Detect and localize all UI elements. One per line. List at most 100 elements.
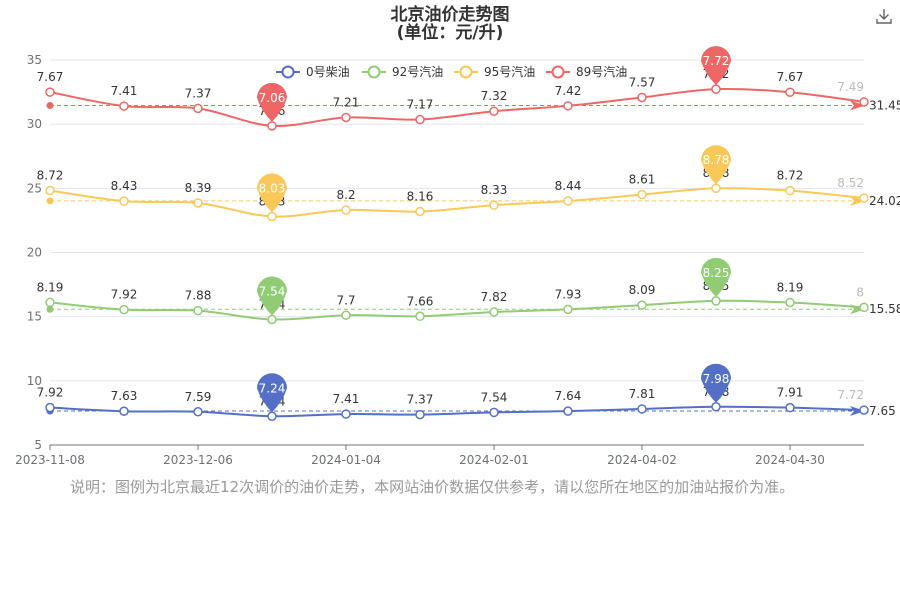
average-arrow xyxy=(850,195,865,206)
pin-label: 7.54 xyxy=(259,284,286,298)
data-point xyxy=(193,305,203,316)
data-point xyxy=(341,112,351,123)
pin-marker xyxy=(257,173,287,213)
footer-note: 说明：图例为北京最近12次调价的油价走势，本网站油价数据仅供参考，请以您所在地区… xyxy=(70,478,795,496)
data-label: 7.59 xyxy=(185,390,212,404)
data-label: 7.88 xyxy=(185,289,212,303)
data-point xyxy=(489,106,499,116)
legend-item[interactable]: 95号汽油 xyxy=(454,64,535,79)
data-point xyxy=(267,121,277,131)
legend-item[interactable]: 89号汽油 xyxy=(546,64,627,79)
data-label: 8.39 xyxy=(185,181,212,195)
legend-symbol xyxy=(367,65,381,79)
data-label: 7.93 xyxy=(555,287,582,301)
average-start-dot xyxy=(46,305,54,313)
data-label: 7.49 xyxy=(837,80,864,94)
min-marker: 8.03 xyxy=(257,173,287,213)
y-tick-label: 20 xyxy=(27,246,42,260)
data-label: 8.19 xyxy=(37,280,64,294)
data-point xyxy=(415,114,425,125)
x-tick-label: 2024-04-30 xyxy=(755,453,825,467)
pin-marker xyxy=(701,145,731,185)
data-point xyxy=(637,92,647,103)
y-tick-label: 35 xyxy=(27,53,42,67)
data-label: 7.91 xyxy=(777,386,804,400)
data-label: 7.54 xyxy=(481,390,508,404)
data-point xyxy=(489,200,499,210)
data-point xyxy=(267,314,277,325)
data-label: 7.57 xyxy=(629,75,656,89)
data-point xyxy=(119,304,129,315)
data-label: 8.33 xyxy=(481,183,508,197)
download-icon[interactable] xyxy=(874,6,894,26)
pin-label: 7.72 xyxy=(703,54,730,68)
legend-symbol xyxy=(459,65,473,79)
data-label: 8.52 xyxy=(837,176,864,190)
pin-marker xyxy=(257,276,287,316)
data-label: 7.7 xyxy=(336,293,355,307)
data-point xyxy=(637,300,647,310)
data-label: 8.61 xyxy=(629,173,656,187)
max-marker: 8.78 xyxy=(701,145,731,185)
chart-title: 北京油价走势图 xyxy=(390,5,510,25)
pin-label: 7.24 xyxy=(259,381,286,395)
average-arrow xyxy=(850,100,865,111)
x-tick-label: 2023-12-06 xyxy=(163,453,233,467)
max-marker: 7.72 xyxy=(701,46,731,86)
data-point xyxy=(489,307,499,317)
data-point xyxy=(415,206,425,217)
legend-item[interactable]: 0号柴油 xyxy=(276,65,350,79)
y-tick-label: 5 xyxy=(34,438,42,452)
data-label: 7.92 xyxy=(111,288,138,302)
data-point xyxy=(859,193,869,203)
series-line xyxy=(49,405,865,418)
data-point xyxy=(45,87,55,97)
data-label: 8.72 xyxy=(37,169,64,183)
data-point xyxy=(489,407,499,418)
pin-label: 7.06 xyxy=(259,91,286,105)
data-label: 7.41 xyxy=(333,392,360,406)
series-line xyxy=(49,187,865,218)
data-point xyxy=(267,411,277,422)
data-label: 8 xyxy=(856,285,864,299)
data-label: 7.64 xyxy=(555,389,582,403)
data-label: 8.43 xyxy=(111,179,138,193)
data-point xyxy=(711,296,721,306)
data-label: 7.21 xyxy=(333,95,360,109)
data-point xyxy=(711,183,721,193)
y-tick-label: 10 xyxy=(27,374,42,388)
data-label: 7.37 xyxy=(407,393,434,407)
chart-subtitle: (单位：元/升) xyxy=(396,23,504,43)
data-point xyxy=(785,185,795,196)
data-point xyxy=(563,304,573,315)
data-label: 8.16 xyxy=(407,190,434,204)
average-label: 24.02 xyxy=(869,194,900,208)
data-point xyxy=(341,310,351,321)
x-tick-label: 2023-11-08 xyxy=(15,453,85,467)
data-label: 7.67 xyxy=(777,70,804,84)
data-label: 8.44 xyxy=(555,179,582,193)
legend-symbol xyxy=(551,65,565,79)
series-line xyxy=(49,87,865,127)
data-point xyxy=(341,205,351,215)
data-point xyxy=(45,185,55,196)
average-label: 31.45 xyxy=(869,99,900,113)
average-start-dot xyxy=(46,102,54,110)
pin-label: 8.03 xyxy=(259,181,286,195)
data-point xyxy=(563,406,573,416)
data-point xyxy=(119,101,129,111)
pin-marker xyxy=(701,257,731,297)
data-label: 8.72 xyxy=(777,169,804,183)
data-point xyxy=(267,211,277,222)
legend-item[interactable]: 92号汽油 xyxy=(362,64,443,79)
data-point xyxy=(563,101,573,111)
min-marker: 7.06 xyxy=(257,82,287,122)
data-point xyxy=(193,198,203,208)
data-point xyxy=(859,302,869,313)
pin-marker xyxy=(701,46,731,86)
data-label: 7.67 xyxy=(37,70,64,84)
data-label: 8.19 xyxy=(777,281,804,295)
data-point xyxy=(119,196,129,206)
pin-marker xyxy=(257,82,287,122)
